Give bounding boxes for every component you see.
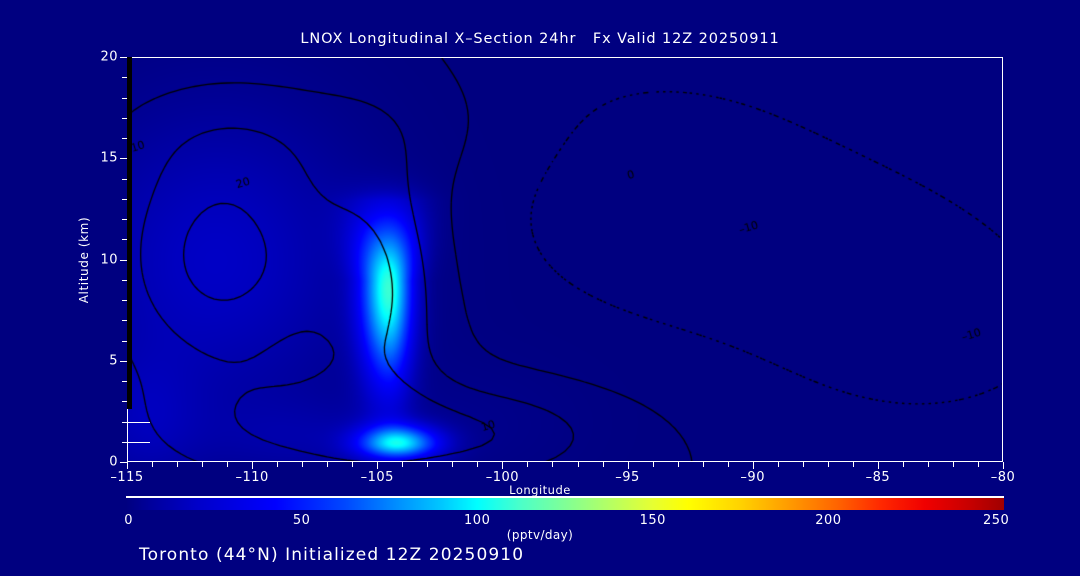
x-tick-minor [577,462,579,467]
y-tick-minor [122,421,127,423]
x-axis-tick-label: –95 [615,470,640,485]
x-tick-minor [952,462,954,467]
x-tick-minor [552,462,554,467]
y-axis-tick-label: 15 [100,150,118,166]
x-axis-tick-label: –105 [360,470,394,485]
x-tick-major [127,462,128,469]
x-tick-minor [852,462,854,467]
y-tick-major [120,462,127,463]
y-tick-minor [122,219,127,220]
y-tick-major [120,360,127,362]
x-tick-minor [477,462,479,467]
x-tick-minor [677,462,679,467]
y-tick-minor [122,239,127,241]
y-tick-minor [122,117,127,119]
y-tick-minor [122,300,127,301]
colorbar-tick-label: 100 [464,513,491,528]
x-tick-minor [902,462,904,467]
x-tick-minor [277,462,279,467]
x-tick-major [502,462,504,469]
y-axis-tick-label: 5 [109,353,118,369]
x-tick-minor [602,462,604,467]
x-tick-minor [402,462,404,467]
x-tick-minor [702,462,704,467]
y-tick-minor [122,198,127,200]
y-tick-minor-inner [128,441,150,443]
x-tick-minor [177,462,179,467]
colorbar-tick-label: 150 [639,513,666,528]
x-axis-tick-label: –100 [485,470,520,485]
colorbar-tick-label: 250 [982,513,1010,528]
colorbar-units-label: (pptv/day) [506,528,574,542]
y-tick-major [120,158,127,160]
x-tick-major [252,462,254,469]
x-tick-minor [327,462,329,467]
x-axis-tick-label: –85 [865,470,891,485]
x-tick-minor [227,462,229,467]
x-axis-title: Longitude [509,483,571,497]
x-tick-minor [202,462,204,467]
x-tick-minor [527,462,529,467]
data-boundary-wall [127,57,132,409]
x-tick-minor [302,462,304,467]
y-axis-tick-label: 0 [109,454,118,470]
x-tick-minor [802,462,804,467]
x-tick-minor [452,462,454,467]
x-axis-tick-label: –80 [990,470,1016,485]
x-tick-major [627,462,629,469]
y-tick-minor [122,381,127,382]
colorbar [126,496,1004,510]
y-tick-minor-inner [128,421,150,423]
y-tick-minor [122,97,127,99]
y-tick-major [120,57,127,58]
y-axis-tick-label: 20 [100,49,118,65]
x-tick-major [1003,462,1004,469]
x-tick-minor [427,462,429,467]
y-tick-minor [122,138,127,139]
y-axis-tick-label: 10 [100,252,118,267]
x-tick-minor [727,462,729,467]
x-axis-tick-label: –90 [740,470,765,485]
x-tick-major [377,462,379,469]
x-tick-minor [152,462,154,467]
colorbar-tick-label: 50 [292,513,311,528]
colorbar-tick-label: 200 [815,513,842,528]
x-tick-major [752,462,754,469]
x-tick-minor [927,462,929,467]
x-tick-minor [777,462,779,467]
y-tick-minor [122,279,127,281]
y-tick-minor [122,401,127,403]
y-tick-minor [122,441,127,443]
plot-area [127,57,1003,462]
y-tick-minor [122,320,127,322]
y-tick-minor [122,340,127,342]
x-tick-minor [652,462,654,467]
x-tick-minor [352,462,354,467]
footer-caption: Toronto (44°N) Initialized 12Z 20250910 [139,545,525,565]
x-tick-minor [827,462,829,467]
y-tick-minor [122,77,127,79]
x-axis-tick-label: –110 [235,470,269,485]
x-tick-major [877,462,879,469]
y-axis-title: Altitude (km) [77,216,91,304]
x-tick-minor [977,462,979,467]
page-title: LNOX Longitudinal X–Section 24hr Fx Vali… [300,31,780,47]
colorbar-gradient [126,496,1004,510]
colorbar-tick-label: 0 [124,513,134,528]
y-tick-major [120,259,127,261]
x-axis-tick-label: –115 [110,470,144,485]
y-tick-minor [122,178,127,180]
heatmap-canvas [128,58,1002,461]
